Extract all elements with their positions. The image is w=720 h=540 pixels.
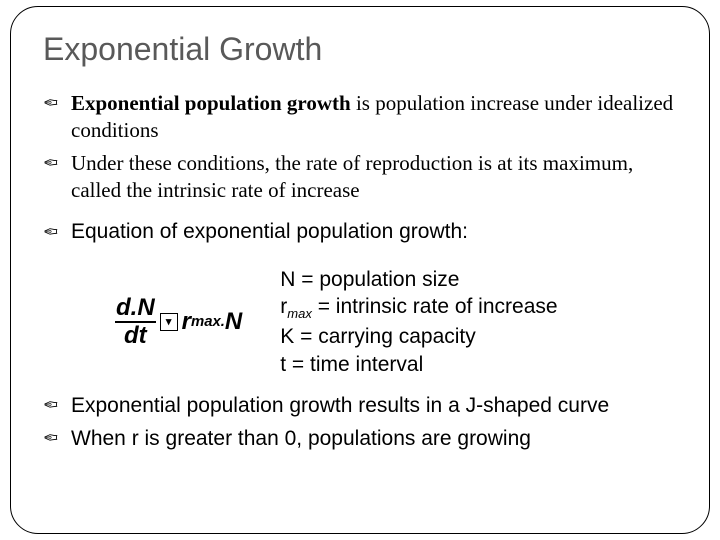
definitions: N = population size rmax = intrinsic rat… <box>280 266 677 378</box>
slide-frame: Exponential Growth Exponential populatio… <box>10 6 710 534</box>
fraction: d.N dt <box>115 296 156 348</box>
equation-row: d.N dt ▾ rmax.N N = population size rmax… <box>43 266 677 378</box>
r-subscript: max. <box>191 314 225 330</box>
r-symbol: r <box>182 308 191 336</box>
bullet-4: Exponential population growth results in… <box>43 392 677 419</box>
numerator: d.N <box>115 296 156 323</box>
bullet-1-bold: Exponential population growth <box>71 91 351 115</box>
bullet-5-cutoff: When r is greater than 0, populations ar… <box>43 425 677 452</box>
def-rmax: rmax = intrinsic rate of increase <box>280 293 677 323</box>
equals-box: ▾ <box>160 313 178 331</box>
bullet-3: Equation of exponential population growt… <box>43 218 677 246</box>
denominator: dt <box>124 323 147 348</box>
slide-title: Exponential Growth <box>43 31 677 68</box>
bullet-2: Under these conditions, the rate of repr… <box>43 150 677 204</box>
N-symbol: N <box>225 308 242 336</box>
bullet-list-2: Exponential population growth results in… <box>43 392 677 453</box>
def-t: t = time interval <box>280 351 677 378</box>
equation: d.N dt ▾ rmax.N <box>115 296 242 348</box>
def-K: K = carrying capacity <box>280 323 677 350</box>
def-N: N = population size <box>280 266 677 293</box>
bullet-list: Exponential population growth is populat… <box>43 90 677 246</box>
bullet-1: Exponential population growth is populat… <box>43 90 677 144</box>
